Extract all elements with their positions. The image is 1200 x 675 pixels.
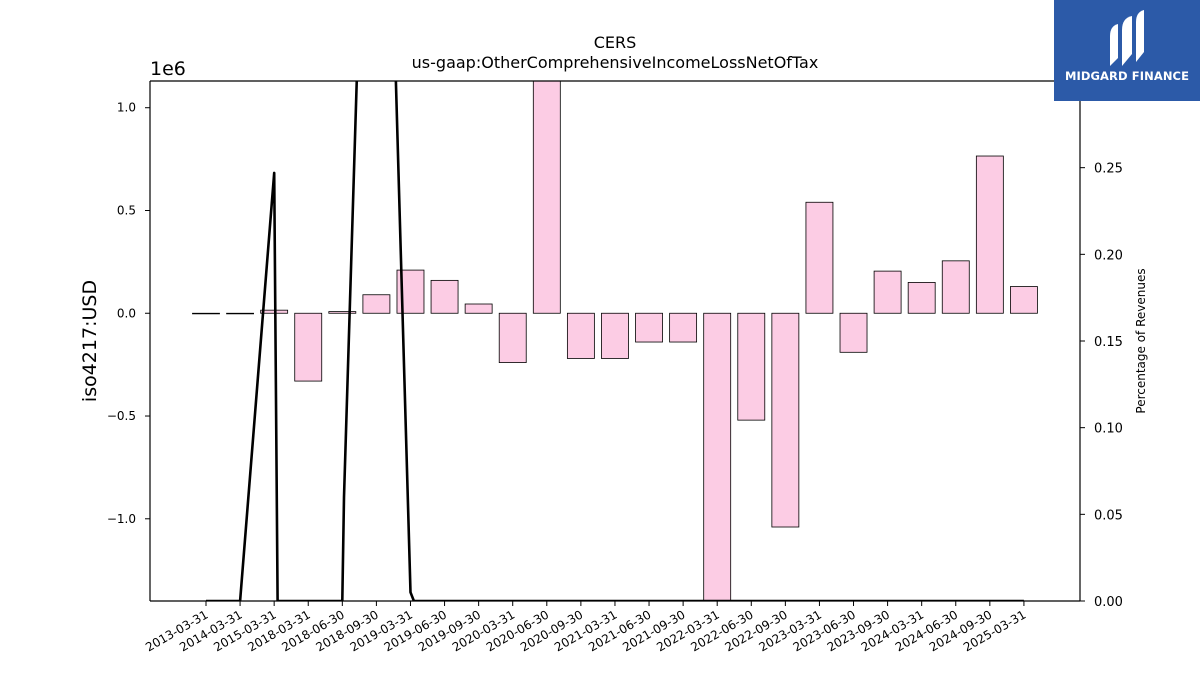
y-tick-label: 0.5 [117, 203, 136, 217]
y-axis-label: iso4217:USD [79, 280, 101, 402]
logo-text: MIDGARD FINANCE [1064, 69, 1190, 83]
bar-2023-09-30 [873, 270, 902, 314]
bar-2018-03-31 [294, 312, 323, 382]
line-series [206, 81, 1024, 601]
y-tick-label: 1.0 [117, 101, 136, 115]
chart-title: CERS [594, 33, 637, 52]
y-tick-label: −1.0 [107, 512, 136, 526]
bar-2024-09-30 [975, 155, 1004, 314]
y2-axis-label: Percentage of Revenues [1134, 268, 1148, 413]
axes: −1.0 −0.5 0.0 0.5 1.0 0.00 0.05 0.10 0.15 0.20 0.2… [107, 80, 1123, 654]
bar-2020-03-31 [498, 312, 527, 363]
y-tick-label: 0.0 [117, 306, 136, 320]
bar-2023-06-30 [839, 312, 868, 353]
bar-2022-06-30 [737, 312, 766, 421]
y-tick-label: −0.5 [107, 409, 136, 423]
bar-2020-06-30 [532, 80, 561, 314]
bar-series [192, 80, 1038, 602]
y2-tick-label: 0.25 [1094, 162, 1123, 177]
bar-2022-09-30 [771, 312, 800, 528]
bar-2025-03-31 [1010, 286, 1038, 314]
bar-2018-09-30 [362, 294, 391, 314]
bar-2021-09-30 [669, 312, 698, 343]
bar-2014-03-31 [226, 312, 254, 315]
bar-2013-03-31 [192, 312, 220, 315]
bar-2022-03-31 [703, 312, 732, 602]
bar-2023-03-31 [805, 201, 834, 314]
bar-2021-03-31 [601, 312, 629, 359]
y2-tick-label: 0.20 [1094, 248, 1123, 263]
bar-2024-03-31 [907, 282, 936, 314]
logo-mark-icon [1110, 10, 1144, 66]
percentage-line [206, 81, 1024, 601]
bar-2019-06-30 [430, 279, 459, 314]
y2-tick-label: 0.05 [1094, 508, 1123, 523]
logo: MIDGARD FINANCE [1054, 0, 1200, 101]
bar-2019-09-30 [464, 303, 493, 314]
bar-2018-06-30 [328, 311, 357, 314]
bar-2021-06-30 [635, 312, 663, 343]
bar-2020-09-30 [566, 312, 595, 359]
y2-tick-label: 0.00 [1094, 595, 1123, 610]
y-offset-label: 1e6 [150, 58, 186, 80]
chart-subtitle: us-gaap:OtherComprehensiveIncomeLossNetO… [412, 53, 819, 72]
y2-tick-label: 0.10 [1094, 422, 1123, 437]
bar-2024-06-30 [941, 260, 970, 314]
y2-tick-label: 0.15 [1094, 335, 1123, 350]
